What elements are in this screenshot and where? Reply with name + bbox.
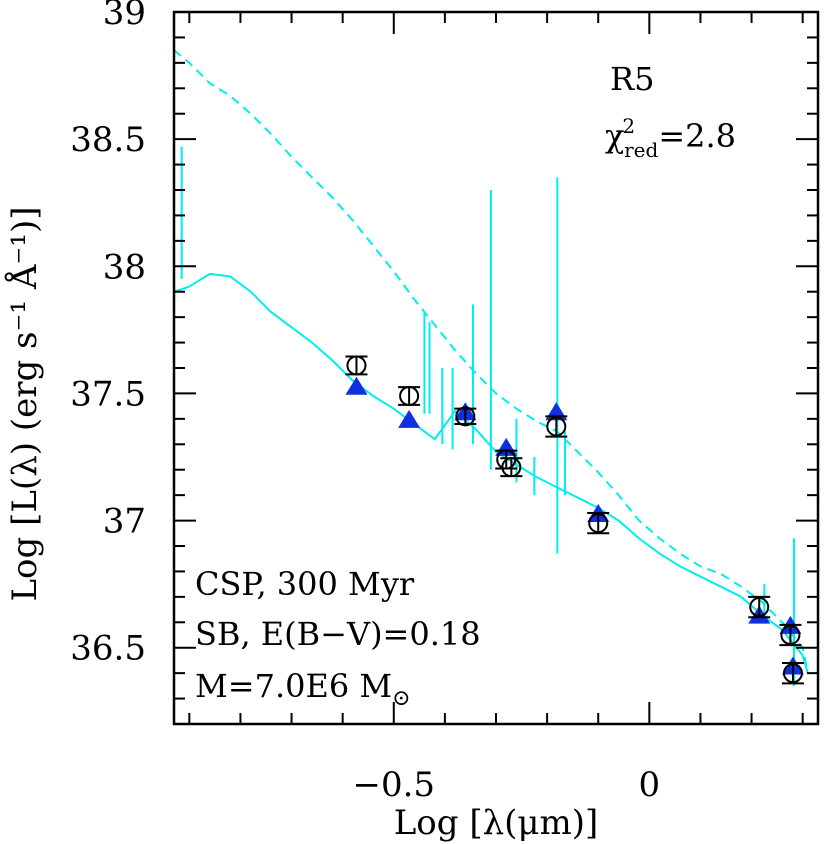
observed-point-7 (749, 597, 770, 618)
axis-tick-labels: 36.5 37 37.5 38 38.5 39 −0.5 0 (70, 0, 660, 805)
observed-photometry-markers (345, 355, 804, 685)
model-sed-solid-line (173, 272, 809, 674)
solar-symbol: ⊙ (392, 686, 410, 711)
annotation-extinction: SB, E(B−V)=0.18 (195, 615, 481, 653)
chi-superscript: 2 (622, 114, 635, 138)
observed-point-0 (346, 355, 367, 376)
mass-text: M=7.0E6 M (195, 667, 392, 705)
y-axis-title: Log [L(λ) (erg s⁻¹ Å⁻¹)] (4, 206, 45, 601)
observed-point-8 (780, 625, 801, 645)
y-tick-label-0: 36.5 (70, 629, 146, 669)
chi-symbol: χ (605, 117, 624, 155)
annotation-mass: M=7.0E6 M⊙ (195, 667, 411, 711)
emission-line-spikes (180, 146, 795, 686)
observed-point-1 (399, 385, 420, 406)
region-label: R5 (610, 60, 654, 98)
annotation-csp: CSP, 300 Myr (195, 565, 415, 603)
chi-squared-label: χ2 red=2.8 (605, 114, 736, 162)
y-tick-label-1: 37 (103, 502, 146, 542)
y-tick-label-4: 38.5 (70, 120, 146, 160)
observed-point-6 (588, 513, 609, 534)
model-triangle-0 (345, 376, 368, 395)
y-tick-label-5: 39 (103, 0, 146, 33)
model-sed-curves (173, 49, 809, 674)
observed-point-2 (455, 406, 476, 427)
x-tick-label-1: 0 (639, 765, 661, 805)
axis-ticks (174, 11, 818, 725)
model-sed-dashed-line (173, 49, 809, 674)
x-axis-title: Log [λ(μm)] (394, 803, 599, 843)
observed-point-4 (501, 457, 522, 478)
y-tick-label-2: 37.5 (70, 374, 146, 414)
chi-subscript: red (624, 138, 658, 162)
chi-value: =2.8 (658, 117, 736, 155)
observed-point-9 (782, 663, 803, 684)
observed-point-5 (546, 416, 567, 437)
model-triangle-1 (398, 409, 421, 428)
y-tick-label-3: 38 (103, 247, 146, 287)
x-tick-label-0: −0.5 (352, 765, 435, 805)
